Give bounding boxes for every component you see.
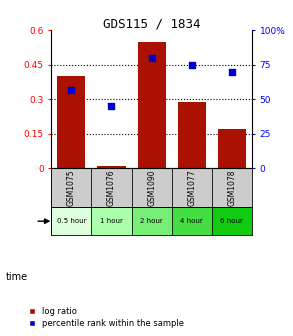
Bar <box>91 168 132 207</box>
Text: 1 hour: 1 hour <box>100 218 123 224</box>
Text: GSM1077: GSM1077 <box>187 169 196 206</box>
Text: GSM1078: GSM1078 <box>227 169 236 206</box>
Bar <box>212 168 252 207</box>
Bar <box>51 168 91 207</box>
Point <box>230 69 234 74</box>
Text: 4 hour: 4 hour <box>180 218 203 224</box>
Point <box>109 103 114 109</box>
Bar <box>98 166 125 168</box>
Bar <box>138 42 166 168</box>
Bar <box>91 207 132 235</box>
Bar <box>132 207 172 235</box>
Text: GSM1076: GSM1076 <box>107 169 116 206</box>
Point <box>190 62 194 68</box>
Text: GSM1075: GSM1075 <box>67 169 76 206</box>
Legend: log ratio, percentile rank within the sample: log ratio, percentile rank within the sa… <box>28 306 185 329</box>
Text: 0.5 hour: 0.5 hour <box>57 218 86 224</box>
Bar <box>172 207 212 235</box>
Text: GSM1090: GSM1090 <box>147 169 156 206</box>
Text: 6 hour: 6 hour <box>220 218 243 224</box>
Bar <box>212 207 252 235</box>
Point <box>69 87 74 92</box>
Point <box>149 55 154 60</box>
Title: GDS115 / 1834: GDS115 / 1834 <box>103 17 200 30</box>
Bar <box>57 76 85 168</box>
Bar <box>218 129 246 168</box>
Text: time: time <box>6 272 28 282</box>
Text: 2 hour: 2 hour <box>140 218 163 224</box>
Bar <box>51 207 91 235</box>
Bar <box>172 168 212 207</box>
Bar <box>178 101 206 168</box>
Bar <box>132 168 172 207</box>
